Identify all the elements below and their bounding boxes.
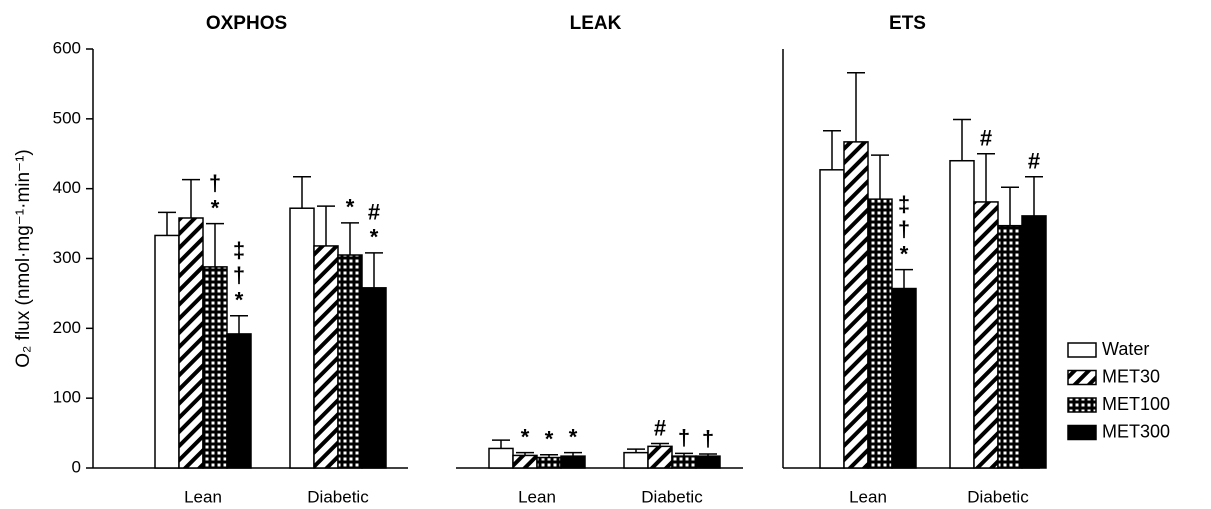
y-axis-label: O₂ flux (nmol·mg⁻¹·min⁻¹) — [13, 149, 34, 368]
x-tick-label: Lean — [518, 487, 556, 506]
bar — [178, 217, 204, 469]
legend-label: MET30 — [1102, 366, 1160, 386]
significance-label: * — [211, 195, 220, 220]
bar — [997, 224, 1023, 469]
legend-label: MET300 — [1102, 421, 1170, 441]
significance-label: # — [980, 126, 992, 151]
bar — [289, 207, 315, 469]
x-tick-label: Diabetic — [307, 487, 369, 506]
significance-label: * — [545, 427, 554, 452]
significance-label: ‡ — [898, 191, 910, 216]
bar — [819, 169, 845, 469]
y-tick-label: 500 — [53, 108, 81, 127]
bar — [647, 445, 673, 469]
legend-swatch — [1067, 424, 1097, 441]
bar — [154, 234, 180, 469]
significance-label: † — [209, 170, 221, 195]
y-tick-label: 600 — [53, 38, 81, 57]
legend-label: MET100 — [1102, 394, 1170, 414]
significance-label: † — [898, 216, 910, 241]
bar — [843, 141, 869, 469]
y-tick-label: 300 — [53, 248, 81, 267]
bar — [337, 254, 363, 469]
significance-label: † — [678, 425, 690, 450]
significance-label: * — [235, 288, 244, 313]
significance-label: * — [370, 225, 379, 250]
bar — [313, 245, 339, 469]
bar — [1021, 215, 1047, 469]
legend-swatch — [1067, 397, 1097, 413]
significance-label: # — [368, 200, 380, 225]
legend-label: Water — [1102, 339, 1149, 359]
y-tick-label: 400 — [53, 178, 81, 197]
bar — [949, 159, 975, 469]
bar — [973, 201, 999, 469]
significance-label: * — [346, 195, 355, 220]
bar — [536, 456, 562, 469]
bar — [695, 455, 721, 469]
panel-title: ETS — [889, 13, 926, 34]
significance-label: ‡ — [233, 238, 245, 263]
bar — [671, 455, 697, 469]
bar — [867, 198, 893, 469]
bar — [361, 287, 387, 469]
significance-label: † — [233, 263, 245, 288]
x-tick-label: Lean — [849, 487, 887, 506]
x-tick-label: Lean — [184, 487, 222, 506]
bar — [202, 266, 228, 469]
y-tick-label: 0 — [72, 457, 81, 476]
significance-label: † — [702, 426, 714, 451]
significance-label: * — [521, 424, 530, 449]
bar — [623, 451, 649, 469]
legend-swatch — [1067, 342, 1097, 358]
x-tick-label: Diabetic — [967, 487, 1029, 506]
bar — [226, 333, 252, 469]
y-tick-label: 100 — [53, 388, 81, 407]
bar — [488, 447, 514, 469]
panel-title: OXPHOS — [206, 13, 287, 34]
legend-swatch — [1067, 369, 1097, 386]
bar — [512, 454, 538, 469]
y-tick-label: 200 — [53, 318, 81, 337]
significance-label: # — [654, 415, 666, 440]
significance-label: # — [1028, 149, 1040, 174]
bar — [891, 287, 917, 469]
panel-title: LEAK — [570, 13, 622, 34]
x-tick-label: Diabetic — [641, 487, 703, 506]
bar — [560, 455, 586, 469]
significance-label: * — [900, 241, 909, 266]
significance-label: * — [569, 424, 578, 449]
